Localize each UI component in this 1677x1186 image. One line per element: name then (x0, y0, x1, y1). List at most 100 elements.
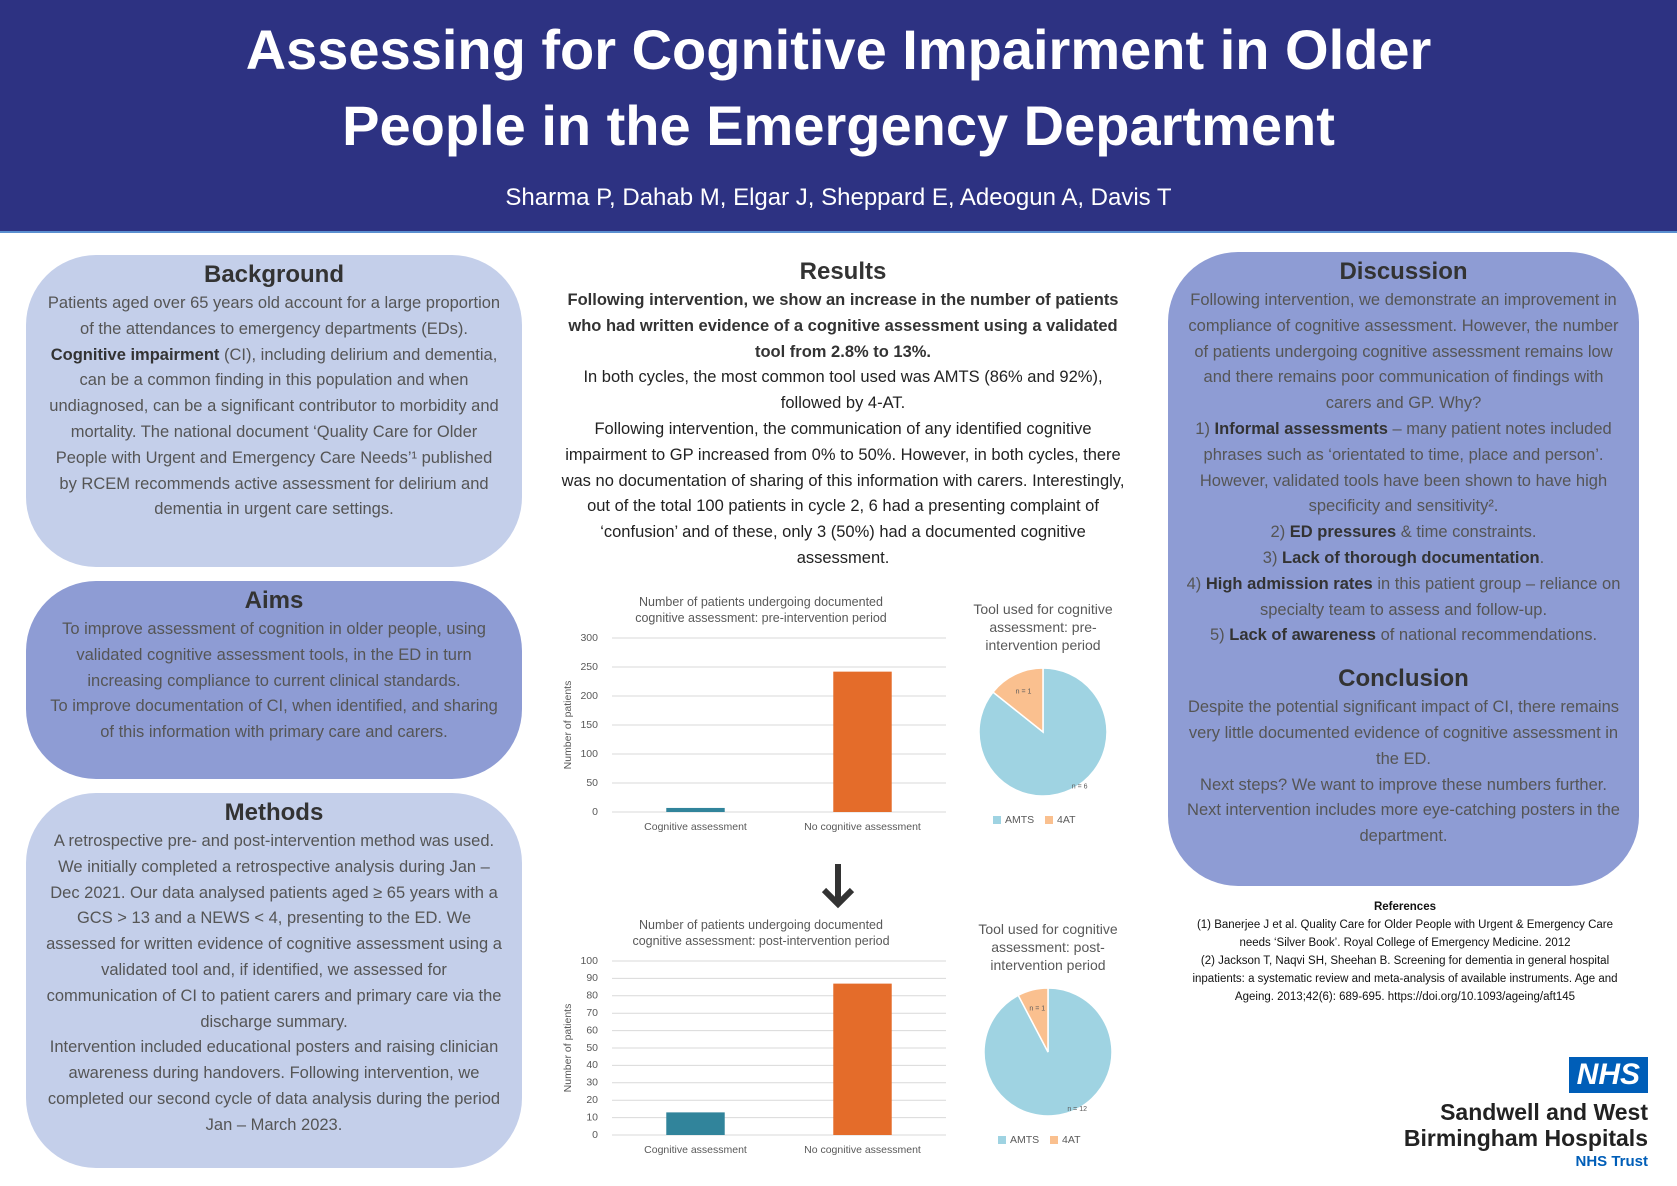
title-line: Assessing for Cognitive Impairment in Ol… (245, 18, 1432, 81)
legend-swatch (993, 816, 1001, 824)
conclusion-section: Conclusion Despite the potential signific… (1182, 665, 1625, 850)
bold-text: Lack of awareness (1229, 626, 1376, 645)
trust-label: NHS Trust (1575, 1153, 1648, 1170)
results-section: Results Following intervention, we show a… (556, 258, 1130, 572)
paragraph: Following intervention, we show an incre… (556, 288, 1130, 365)
text-run: (CI), including delirium and dementia, c… (49, 345, 499, 519)
text-run: 1) (1195, 419, 1215, 438)
reference: (2) Jackson T, Naqvi SH, Sheehan B. Scre… (1192, 955, 1618, 1003)
text-run: To improve documentation of CI, when ide… (50, 697, 498, 742)
trust-name: Sandwell and West (1440, 1099, 1648, 1125)
section-heading: Aims (244, 587, 304, 614)
pie-chart: Tool used for cognitive assessment: pre-… (963, 600, 1123, 837)
header: Assessing for Cognitive Impairment in Ol… (0, 0, 1677, 233)
y-axis-label: Number of patients (562, 681, 574, 770)
paragraph: In both cycles, the most common tool use… (556, 365, 1130, 417)
x-tick-label: Cognitive assessment (644, 1144, 747, 1156)
paragraph: Patients aged over 65 years old account … (46, 291, 502, 523)
chart-title: Number of patients undergoing documented… (635, 595, 887, 625)
bar (833, 983, 892, 1135)
section-heading: Conclusion (1338, 665, 1469, 693)
y-tick-label: 300 (580, 632, 598, 644)
nhs-badge: NHS (1568, 1057, 1648, 1093)
paragraph: To improve documentation of CI, when ide… (46, 694, 502, 746)
section-heading: Methods (224, 799, 324, 826)
slice-label: n = 6 (1072, 783, 1088, 790)
y-tick-label: 10 (586, 1111, 598, 1123)
pie-slice (991, 667, 1044, 734)
text-run: To improve assessment of cognition in ol… (62, 620, 486, 690)
section-heading: Results (799, 258, 887, 285)
text-run: 5) (1209, 626, 1230, 645)
section-heading: Background (203, 261, 344, 288)
pie-chart: Tool used for cognitive assessment: post… (968, 920, 1128, 1157)
text-run: Patients aged over 65 years old account … (47, 294, 501, 338)
text-run: . (1539, 548, 1545, 567)
legend-swatch (1045, 816, 1053, 824)
y-tick-label: 30 (586, 1077, 598, 1089)
chart-svg: n = 12 n = 1 AMTS 4AT (983, 987, 1113, 1146)
discussion-section: Discussion Following intervention, we dem… (1182, 258, 1625, 649)
text-run: A retrospective pre- and post-interventi… (46, 832, 502, 1031)
references-heading: References (1373, 901, 1436, 913)
bold-text: Following intervention, we show an incre… (567, 291, 1119, 361)
bold-text: ED pressures (1289, 523, 1397, 542)
discussion-box: Discussion Following intervention, we dem… (1168, 252, 1639, 886)
reference: (1) Banerjee J et al. Quality Care for O… (1196, 919, 1614, 949)
slice-label: n = 1 (1029, 1005, 1045, 1012)
background-section: Background Patients aged over 65 years ol… (26, 255, 522, 567)
chart-title: Tool used for cognitive assessment: post… (978, 921, 1118, 973)
paragraph: Following intervention, the communicatio… (556, 417, 1130, 572)
paragraph: Following intervention, we demonstrate a… (1182, 288, 1625, 417)
authors: Sharma P, Dahab M, Elgar J, Sheppard E, … (505, 184, 1172, 211)
y-tick-label: 250 (580, 661, 598, 673)
paragraph: A retrospective pre- and post-interventi… (46, 829, 502, 1035)
slice-label: n = 12 (1067, 1106, 1087, 1113)
legend-label: AMTS (1005, 814, 1034, 826)
bar-chart: Number of patients undergoing documented… (556, 917, 956, 1166)
y-tick-label: 80 (586, 990, 598, 1002)
text-run: Following intervention, we demonstrate a… (1188, 291, 1619, 413)
y-axis-label: Number of patients (562, 1004, 574, 1093)
x-tick-label: No cognitive assessment (804, 1144, 921, 1156)
x-tick-label: Cognitive assessment (644, 821, 747, 833)
text-run: Despite the potential significant impact… (1187, 698, 1620, 768)
bar (833, 671, 892, 812)
text-run: – many patient notes included phrases su… (1199, 419, 1612, 516)
bar (666, 807, 725, 812)
text-run: in this patient group – reliance on spec… (1259, 574, 1621, 619)
chart-svg: Number of patients 0 50 100 150 200 250 300 Cogn… (562, 632, 946, 833)
paragraph: Next steps? We want to improve these num… (1182, 773, 1625, 850)
legend-label: 4AT (1062, 1134, 1081, 1146)
slice-label: n = 1 (1016, 688, 1032, 695)
y-tick-label: 150 (580, 719, 598, 731)
y-tick-label: 90 (586, 972, 598, 984)
x-tick-label: No cognitive assessment (804, 821, 921, 833)
text-run: of national recommendations. (1375, 626, 1598, 645)
methods-section: Methods A retrospective pre- and post-int… (26, 793, 522, 1168)
bold-text: Cognitive impairment (50, 345, 220, 364)
paragraph: 5) Lack of awareness of national recomme… (1182, 623, 1625, 649)
section-heading: Discussion (1339, 258, 1468, 285)
paragraph: Despite the potential significant impact… (1182, 695, 1625, 772)
text-run: Next steps? We want to improve these num… (1187, 775, 1620, 846)
text-run: Intervention included educational poster… (47, 1038, 501, 1134)
y-tick-label: 60 (586, 1024, 598, 1036)
pie-slice (1017, 987, 1049, 1053)
text-run: 3) (1262, 548, 1283, 567)
chart-title: Number of patients undergoing documented… (632, 918, 890, 948)
y-tick-label: 20 (586, 1094, 598, 1106)
legend-swatch (998, 1136, 1006, 1144)
y-tick-label: 40 (586, 1059, 598, 1071)
title-line: People in the Emergency Department (342, 94, 1335, 157)
bar (666, 1112, 725, 1135)
y-tick-label: 50 (586, 777, 598, 789)
nhs-logo: NHS Sandwell and West Birmingham Hospita… (1380, 1057, 1648, 1170)
bar-chart: Number of patients undergoing documented… (556, 594, 956, 843)
paragraph: To improve assessment of cognition in ol… (46, 617, 502, 694)
y-tick-label: 100 (580, 748, 598, 760)
references: References (1) Banerjee J et al. Quality… (1180, 898, 1630, 1006)
chart-title: Tool used for cognitive assessment: pre-… (973, 601, 1113, 653)
y-tick-label: 200 (580, 690, 598, 702)
